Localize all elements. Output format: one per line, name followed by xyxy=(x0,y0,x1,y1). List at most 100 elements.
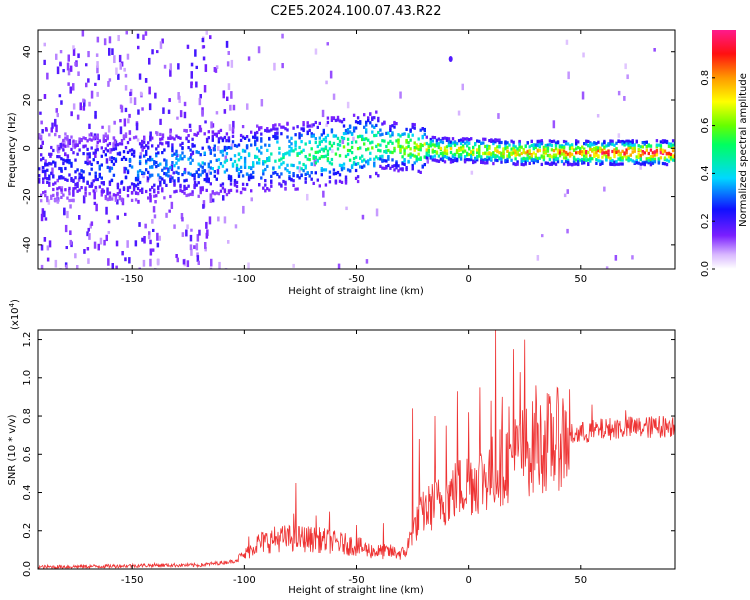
heatmap-cell xyxy=(526,158,529,162)
heatmap-cell xyxy=(56,196,59,200)
heatmap-cell xyxy=(609,161,612,165)
heatmap-cell xyxy=(346,168,350,172)
heatmap-cell xyxy=(401,155,404,159)
heatmap-cell xyxy=(201,109,204,117)
heatmap-cell xyxy=(241,182,245,186)
heatmap-cell xyxy=(461,83,464,91)
heatmap-cell xyxy=(441,158,445,162)
heatmap-cell xyxy=(326,120,330,125)
heatmap-cell xyxy=(168,98,171,102)
x-tick-label: -50 xyxy=(348,274,364,285)
heatmap-cell xyxy=(449,143,453,147)
heatmap-cell xyxy=(532,147,535,151)
heatmap-cell xyxy=(506,159,509,163)
heatmap-cell xyxy=(187,171,190,175)
heatmap-cell xyxy=(183,111,187,119)
heatmap-cell xyxy=(346,131,350,135)
heatmap-cell xyxy=(163,158,166,162)
heatmap-cell xyxy=(421,127,424,131)
heatmap-cell xyxy=(254,143,257,147)
heatmap-cell xyxy=(169,136,172,140)
heatmap-cell xyxy=(151,173,154,177)
heatmap-cell xyxy=(193,184,196,188)
heatmap-cell xyxy=(95,53,99,57)
heatmap-cell xyxy=(190,71,193,79)
heatmap-cell xyxy=(211,138,214,142)
heatmap-cell xyxy=(124,73,128,78)
heatmap-cell xyxy=(587,162,590,166)
heatmap-cell xyxy=(532,143,535,147)
heatmap-cell xyxy=(544,161,548,165)
heatmap-cell xyxy=(199,186,202,190)
heatmap-cell xyxy=(318,184,321,188)
heatmap-cell xyxy=(217,158,221,162)
heatmap-cell xyxy=(433,158,437,162)
heatmap-cell xyxy=(179,157,182,161)
heatmap-cell xyxy=(225,146,229,150)
heatmap-cell xyxy=(223,109,227,114)
heatmap-cell xyxy=(256,161,259,165)
heatmap-cell xyxy=(560,148,564,152)
heatmap-cell xyxy=(104,139,107,143)
heatmap-cell xyxy=(108,36,112,44)
heatmap-cell xyxy=(191,190,194,194)
heatmap-cell xyxy=(572,157,576,161)
heatmap-cell xyxy=(189,156,192,160)
heatmap-cell xyxy=(391,133,394,137)
heatmap-cell xyxy=(494,153,497,158)
heatmap-cell xyxy=(350,151,354,155)
heatmap-cell xyxy=(506,145,509,149)
heatmap-cell xyxy=(532,161,535,165)
heatmap-cell xyxy=(468,141,471,145)
heatmap-cell xyxy=(556,141,560,145)
heatmap-cell xyxy=(649,144,653,148)
heatmap-cell xyxy=(191,192,194,197)
heatmap-cell xyxy=(457,110,461,116)
heatmap-cell xyxy=(64,177,67,181)
heatmap-cell xyxy=(643,151,646,155)
heatmap-cell xyxy=(583,161,586,165)
heatmap-cell xyxy=(177,63,180,70)
heatmap-cell xyxy=(84,188,87,192)
heatmap-cell xyxy=(219,128,223,132)
heatmap-cell xyxy=(391,141,394,145)
heatmap-cell xyxy=(474,142,477,146)
heatmap-cell xyxy=(601,151,604,155)
heatmap-cell xyxy=(227,51,230,55)
heatmap-cell xyxy=(486,161,489,165)
heatmap-cell xyxy=(556,157,560,161)
heatmap-cell xyxy=(215,177,218,181)
heatmap-cell xyxy=(260,99,264,107)
heatmap-cell xyxy=(546,161,550,165)
heatmap-cell xyxy=(125,30,128,35)
heatmap-cell xyxy=(605,151,608,155)
heatmap-cell xyxy=(99,237,103,245)
heatmap-cell xyxy=(96,36,100,43)
heatmap-cell xyxy=(624,63,627,70)
heatmap-cell xyxy=(298,136,301,140)
heatmap-cell xyxy=(375,133,378,137)
heatmap-cell xyxy=(47,199,51,205)
heatmap-cell xyxy=(318,142,321,146)
heatmap-cell xyxy=(266,129,269,133)
heatmap-cell xyxy=(534,153,537,157)
heatmap-cell xyxy=(369,175,372,179)
heatmap-cell xyxy=(219,183,223,187)
heatmap-cell xyxy=(161,177,164,181)
heatmap-cell xyxy=(459,146,463,150)
heatmap-cell xyxy=(95,203,98,212)
heatmap-cell xyxy=(120,198,124,202)
heatmap-cell xyxy=(498,157,501,161)
heatmap-cell xyxy=(352,129,356,133)
heatmap-cell xyxy=(92,179,95,183)
heatmap-cell xyxy=(595,161,598,165)
heatmap-cell xyxy=(451,159,455,164)
heatmap-cell xyxy=(352,161,356,165)
heatmap-cell xyxy=(647,151,650,156)
heatmap-cell xyxy=(419,142,422,147)
heatmap-cell xyxy=(282,153,285,157)
heatmap-cell xyxy=(340,168,344,172)
heatmap-cell xyxy=(497,113,500,119)
heatmap-cell xyxy=(577,162,580,166)
heatmap-cell xyxy=(526,153,529,157)
